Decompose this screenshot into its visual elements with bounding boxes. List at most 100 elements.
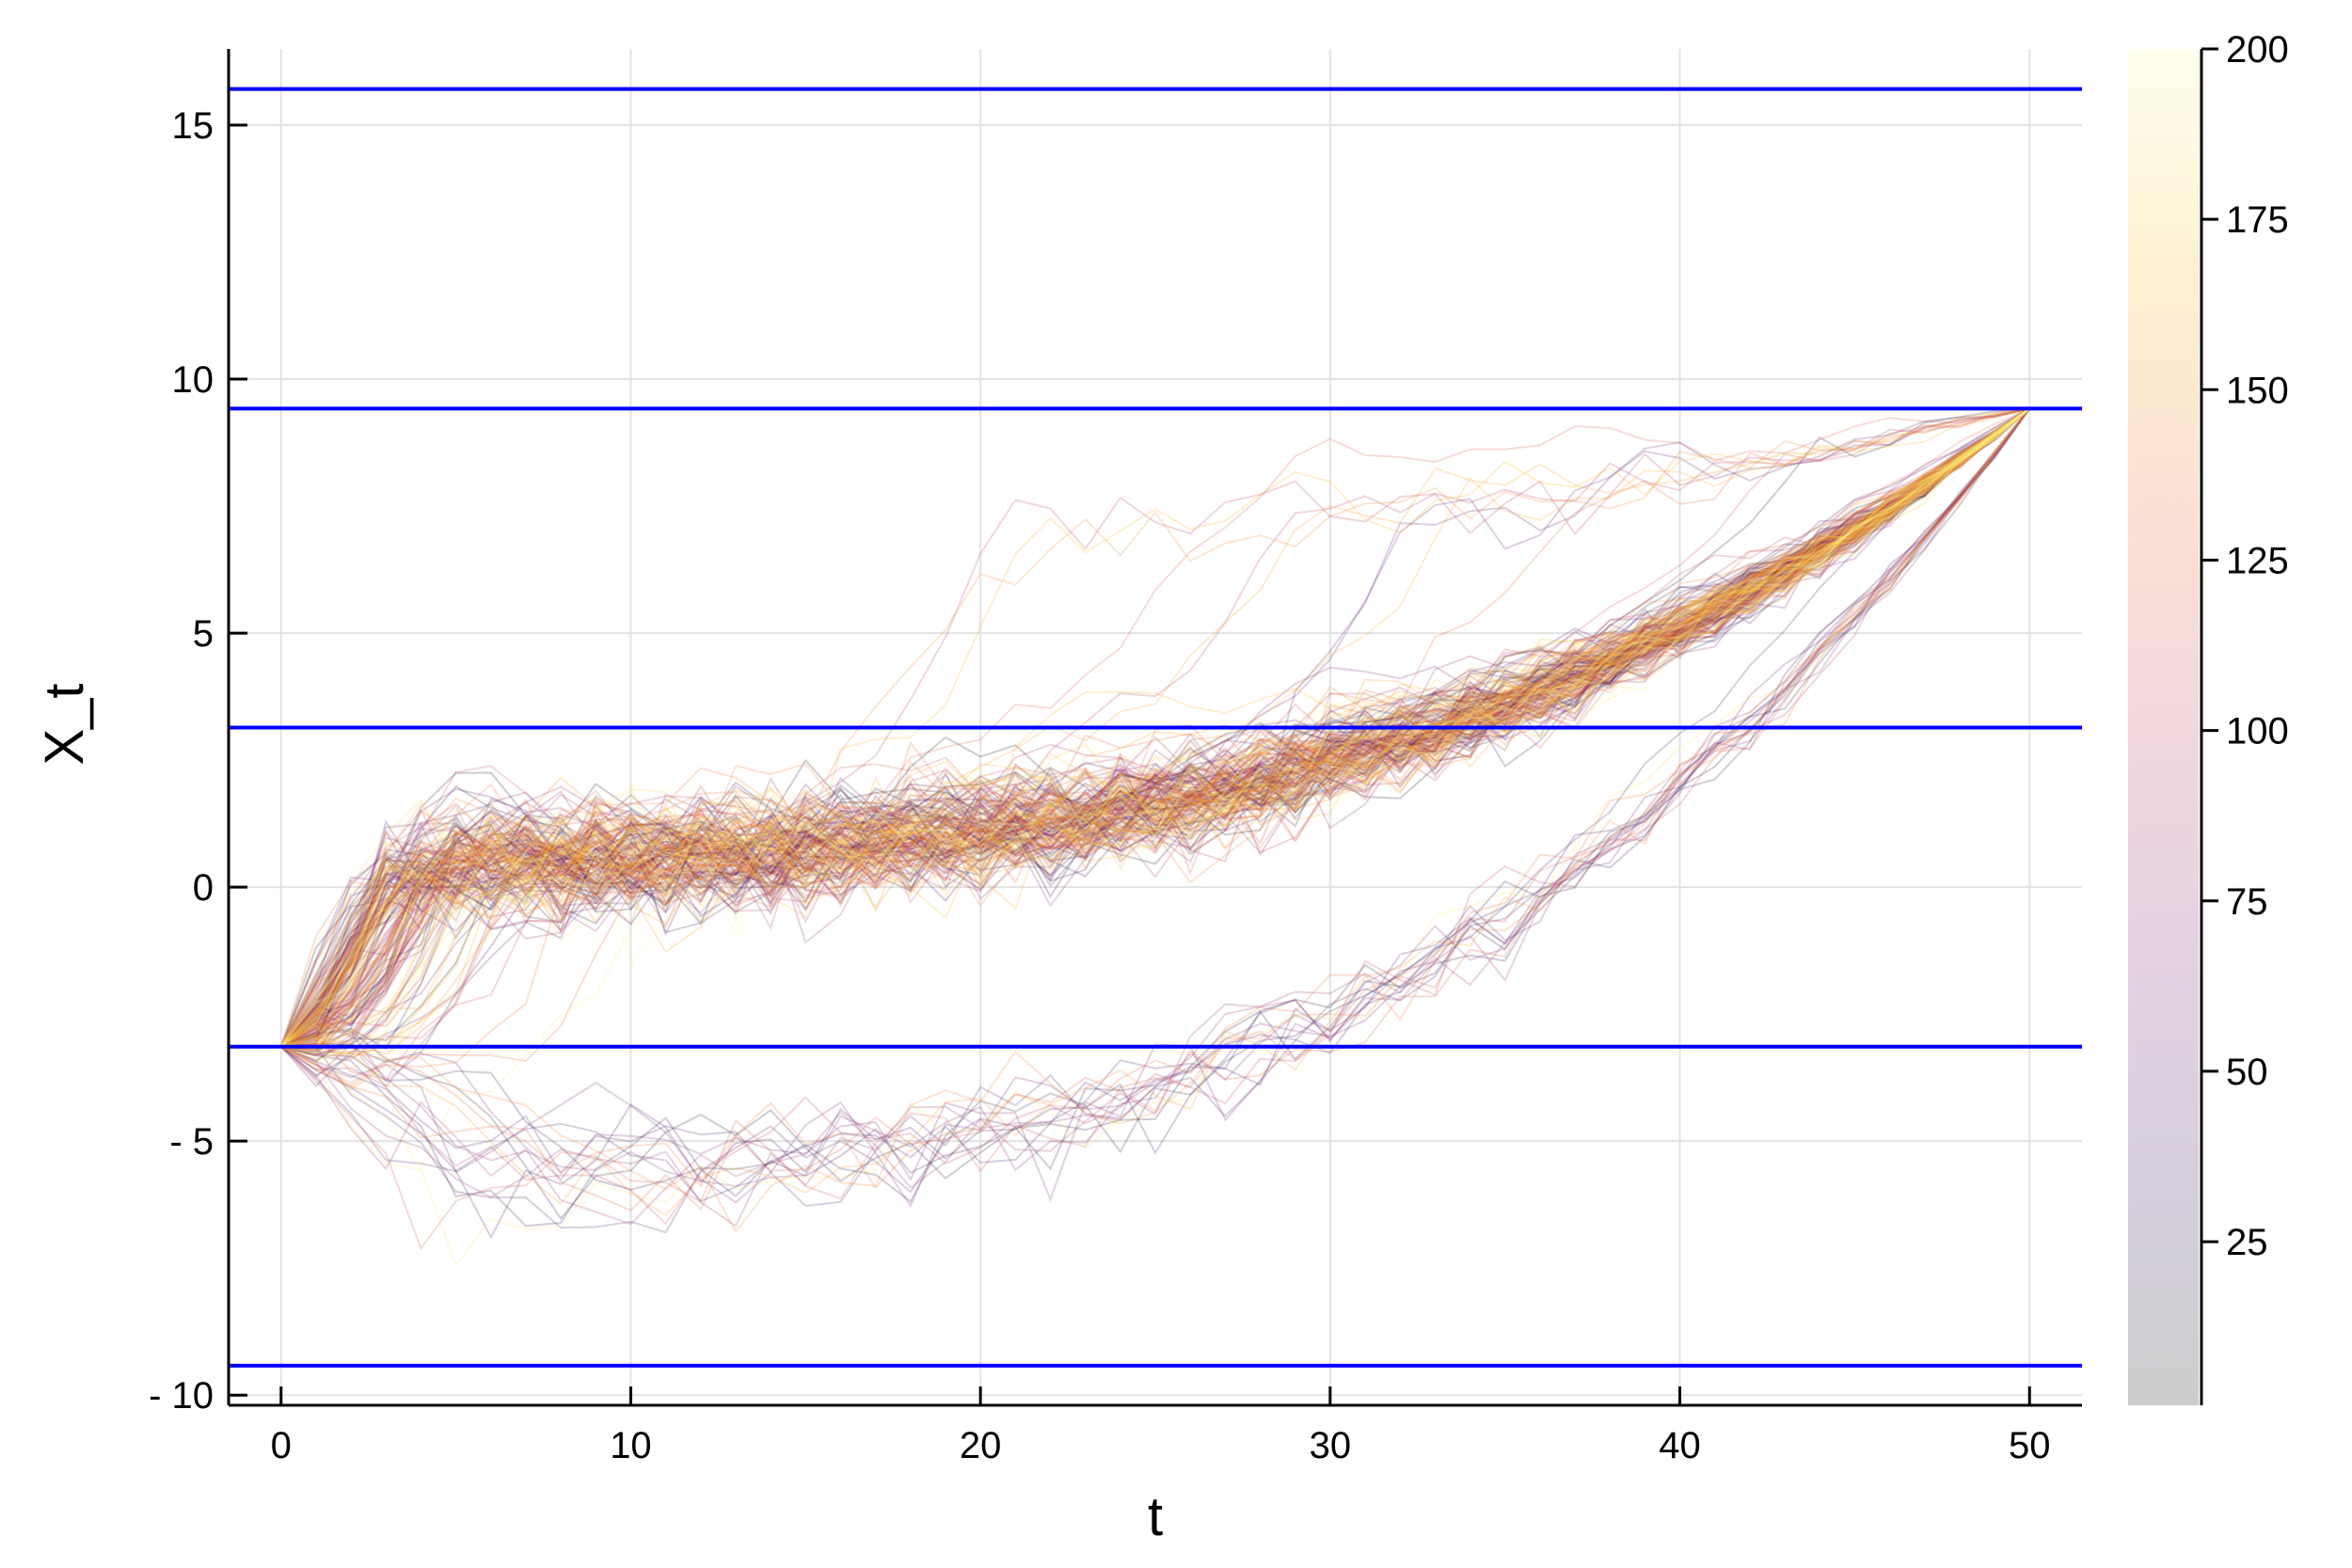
sample-path <box>280 407 2030 1051</box>
sample-path <box>280 407 2030 1048</box>
sample-path <box>280 407 2030 1190</box>
colorbar-tick-label: 175 <box>2226 199 2289 241</box>
sample-path <box>280 407 2030 1048</box>
sample-path <box>280 407 2030 1048</box>
sample-path <box>280 407 2030 1048</box>
sample-path <box>279 407 2030 1048</box>
sample-path <box>280 407 2030 1053</box>
sample-path <box>280 407 2030 1048</box>
sample-path <box>280 407 2030 1059</box>
x-axis-label: t <box>1148 1486 1163 1547</box>
x-tick-label: 20 <box>960 1425 1002 1466</box>
sample-path <box>280 407 2030 1053</box>
sample-path <box>280 407 2031 1226</box>
sample-path <box>280 407 2030 1060</box>
sample-path <box>280 407 2030 1048</box>
sample-path <box>280 407 2030 1048</box>
sample-path <box>280 407 2030 1081</box>
x-tick-label: 30 <box>1310 1425 1352 1466</box>
sample-path <box>280 407 2030 1048</box>
sample-path <box>280 407 2030 1048</box>
sample-path <box>280 407 2030 1048</box>
sample-path <box>280 407 2030 1048</box>
sample-path <box>280 407 2030 1048</box>
sample-path <box>279 407 2030 1048</box>
sample-path <box>280 407 2030 1063</box>
sample-path <box>280 407 2030 1208</box>
sample-path <box>280 407 2030 1048</box>
sample-path <box>280 407 2030 1048</box>
sample-path <box>280 407 2030 1048</box>
sample-path <box>280 407 2030 1049</box>
sample-path <box>280 407 2030 1048</box>
sample-path <box>280 407 2030 1048</box>
sample-path <box>280 407 2030 1048</box>
sample-path <box>280 407 2030 1048</box>
sample-path <box>280 407 2030 1087</box>
sample-path <box>279 407 2030 1048</box>
sample-path <box>280 407 2030 1048</box>
y-axis-label: X_t <box>34 683 95 765</box>
y-axis-ticks: - 10 - 5 0 5 10 15 <box>149 105 247 1417</box>
sample-path <box>280 407 2030 1064</box>
sample-path <box>280 407 2030 1048</box>
colorbar-tick-label: 50 <box>2226 1052 2268 1093</box>
sample-path <box>280 407 2030 1053</box>
sample-path <box>280 407 2030 1234</box>
sample-path <box>280 407 2030 1048</box>
sample-path <box>280 407 2030 1048</box>
sample-path <box>280 407 2030 1048</box>
sample-path <box>280 407 2030 1048</box>
sample-path <box>280 407 2031 1203</box>
sample-path <box>280 407 2030 1048</box>
sample-path <box>280 407 2030 1203</box>
sample-path <box>279 407 2030 1048</box>
sample-path <box>280 407 2030 1048</box>
x-tick-label: 0 <box>271 1425 292 1466</box>
sample-path <box>280 407 2030 1048</box>
sample-path <box>280 407 2030 1056</box>
colorbar-tick-label: 100 <box>2226 711 2289 752</box>
sample-path <box>280 407 2030 1048</box>
colorbar-tick-label: 75 <box>2226 881 2268 923</box>
sample-path <box>280 407 2030 1087</box>
sample-path <box>280 407 2030 1048</box>
sample-path <box>280 407 2030 1048</box>
sample-path <box>279 407 2030 1048</box>
sample-path <box>280 407 2030 1048</box>
sample-path <box>279 407 2030 1048</box>
sample-path <box>280 407 2030 1048</box>
sample-path <box>279 407 2030 1048</box>
sample-path <box>280 407 2030 1048</box>
sample-path <box>280 407 2030 1048</box>
sample-path <box>280 407 2030 1048</box>
sample-path <box>280 407 2030 1048</box>
sample-path <box>280 407 2030 1048</box>
sample-path <box>280 407 2031 1240</box>
sample-path <box>279 407 2030 1048</box>
sample-path <box>279 407 2030 1048</box>
sample-path <box>280 407 2030 1170</box>
sample-path <box>280 407 2030 1048</box>
sample-path <box>280 407 2030 1048</box>
sample-path <box>280 407 2030 1048</box>
sample-path <box>280 407 2030 1063</box>
sample-path <box>280 407 2030 1048</box>
sample-path <box>280 407 2030 1088</box>
sample-path <box>280 407 2031 1251</box>
sample-path <box>279 407 2030 1048</box>
sample-path <box>280 407 2030 1048</box>
sample-path <box>280 407 2031 1188</box>
y-tick-label: 0 <box>193 867 214 909</box>
sample-path <box>279 407 2030 1048</box>
sample-path <box>280 407 2030 1048</box>
sample-path <box>279 407 2030 1048</box>
sample-path <box>280 407 2030 1048</box>
sample-path <box>280 407 2030 1048</box>
sample-path <box>280 407 2030 1048</box>
sample-path <box>280 407 2030 1055</box>
sample-path <box>280 407 2030 1048</box>
sample-path <box>280 407 2030 1048</box>
sample-path <box>280 407 2030 1048</box>
sample-path <box>280 407 2030 1048</box>
